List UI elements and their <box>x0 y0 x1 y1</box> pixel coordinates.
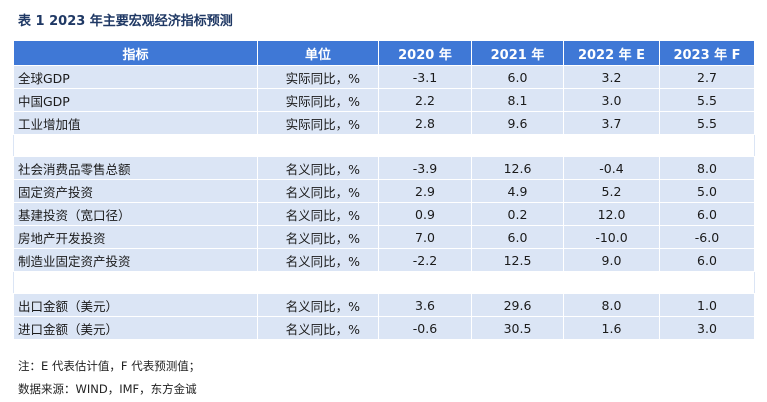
indicator-cell: 进口金额（美元） <box>13 316 258 340</box>
unit-cell: 名义同比，% <box>257 293 379 317</box>
value-2021-cell: 9.6 <box>471 111 564 135</box>
table-body: 全球GDP 实际同比，% -3.1 6.0 3.2 2.7 中国GDP 实际同比，% 2.2 8.… <box>13 65 755 340</box>
macro-forecast-table: 指标 单位 2020 年 2021 年 2022 年 E 2023 年 F 全球… <box>13 40 755 340</box>
separator-cell <box>13 271 755 294</box>
indicator-cell: 出口金额（美元） <box>13 293 258 317</box>
table-caption: 表 1 2023 年主要宏观经济指标预测 <box>18 14 233 29</box>
indicator-cell: 全球GDP <box>13 65 258 89</box>
table-row: 房地产开发投资 名义同比，% 7.0 6.0 -10.0 -6.0 <box>13 225 755 249</box>
value-2020-cell: -2.2 <box>378 248 472 272</box>
value-2023f-cell: -6.0 <box>659 225 755 249</box>
header-indicator: 指标 <box>13 40 258 66</box>
value-2022e-cell: 1.6 <box>563 316 660 340</box>
unit-cell: 名义同比，% <box>257 202 379 226</box>
value-2020-cell: 2.2 <box>378 88 472 112</box>
value-2023f-cell: 2.7 <box>659 65 755 89</box>
data-source: 数据来源：WIND，IMF，东方金诚 <box>18 382 197 396</box>
header-unit: 单位 <box>257 40 379 66</box>
header-2020: 2020 年 <box>378 40 472 66</box>
value-2020-cell: -3.9 <box>378 156 472 180</box>
table-row: 基建投资（宽口径） 名义同比，% 0.9 0.2 12.0 6.0 <box>13 202 755 226</box>
separator-cell <box>13 134 755 157</box>
indicator-cell: 固定资产投资 <box>13 179 258 203</box>
group-separator-row <box>13 271 755 294</box>
value-2022e-cell: 3.2 <box>563 65 660 89</box>
unit-cell: 实际同比，% <box>257 65 379 89</box>
value-2021-cell: 6.0 <box>471 225 564 249</box>
unit-cell: 名义同比，% <box>257 156 379 180</box>
table-row: 社会消费品零售总额 名义同比，% -3.9 12.6 -0.4 8.0 <box>13 156 755 180</box>
value-2021-cell: 8.1 <box>471 88 564 112</box>
group-separator-row <box>13 134 755 157</box>
value-2023f-cell: 6.0 <box>659 248 755 272</box>
indicator-cell: 基建投资（宽口径） <box>13 202 258 226</box>
header-2023f: 2023 年 F <box>659 40 755 66</box>
value-2022e-cell: 8.0 <box>563 293 660 317</box>
table-row: 中国GDP 实际同比，% 2.2 8.1 3.0 5.5 <box>13 88 755 112</box>
value-2022e-cell: 9.0 <box>563 248 660 272</box>
indicator-cell: 制造业固定资产投资 <box>13 248 258 272</box>
indicator-cell: 工业增加值 <box>13 111 258 135</box>
indicator-cell: 社会消费品零售总额 <box>13 156 258 180</box>
value-2021-cell: 29.6 <box>471 293 564 317</box>
unit-cell: 实际同比，% <box>257 111 379 135</box>
value-2020-cell: -3.1 <box>378 65 472 89</box>
value-2023f-cell: 5.5 <box>659 88 755 112</box>
value-2021-cell: 12.6 <box>471 156 564 180</box>
indicator-cell: 中国GDP <box>13 88 258 112</box>
value-2022e-cell: -10.0 <box>563 225 660 249</box>
table-row: 进口金额（美元） 名义同比，% -0.6 30.5 1.6 3.0 <box>13 316 755 340</box>
value-2022e-cell: -0.4 <box>563 156 660 180</box>
value-2023f-cell: 8.0 <box>659 156 755 180</box>
unit-cell: 名义同比，% <box>257 179 379 203</box>
unit-cell: 名义同比，% <box>257 316 379 340</box>
value-2020-cell: 3.6 <box>378 293 472 317</box>
header-row: 指标 单位 2020 年 2021 年 2022 年 E 2023 年 F <box>13 40 755 66</box>
value-2020-cell: 2.9 <box>378 179 472 203</box>
value-2023f-cell: 3.0 <box>659 316 755 340</box>
unit-cell: 名义同比，% <box>257 225 379 249</box>
value-2021-cell: 6.0 <box>471 65 564 89</box>
value-2021-cell: 12.5 <box>471 248 564 272</box>
value-2021-cell: 30.5 <box>471 316 564 340</box>
unit-cell: 实际同比，% <box>257 88 379 112</box>
table-row: 出口金额（美元） 名义同比，% 3.6 29.6 8.0 1.0 <box>13 293 755 317</box>
indicator-cell: 房地产开发投资 <box>13 225 258 249</box>
value-2022e-cell: 3.7 <box>563 111 660 135</box>
table-row: 固定资产投资 名义同比，% 2.9 4.9 5.2 5.0 <box>13 179 755 203</box>
header-2021: 2021 年 <box>471 40 564 66</box>
value-2022e-cell: 5.2 <box>563 179 660 203</box>
value-2023f-cell: 6.0 <box>659 202 755 226</box>
table-row: 全球GDP 实际同比，% -3.1 6.0 3.2 2.7 <box>13 65 755 89</box>
unit-cell: 名义同比，% <box>257 248 379 272</box>
value-2020-cell: -0.6 <box>378 316 472 340</box>
value-2022e-cell: 12.0 <box>563 202 660 226</box>
footnote: 注：E 代表估计值，F 代表预测值； <box>18 359 201 373</box>
table-row: 制造业固定资产投资 名义同比，% -2.2 12.5 9.0 6.0 <box>13 248 755 272</box>
value-2020-cell: 2.8 <box>378 111 472 135</box>
value-2021-cell: 4.9 <box>471 179 564 203</box>
value-2021-cell: 0.2 <box>471 202 564 226</box>
value-2020-cell: 7.0 <box>378 225 472 249</box>
value-2023f-cell: 5.5 <box>659 111 755 135</box>
value-2023f-cell: 5.0 <box>659 179 755 203</box>
value-2022e-cell: 3.0 <box>563 88 660 112</box>
value-2023f-cell: 1.0 <box>659 293 755 317</box>
value-2020-cell: 0.9 <box>378 202 472 226</box>
header-2022e: 2022 年 E <box>563 40 660 66</box>
table-row: 工业增加值 实际同比，% 2.8 9.6 3.7 5.5 <box>13 111 755 135</box>
